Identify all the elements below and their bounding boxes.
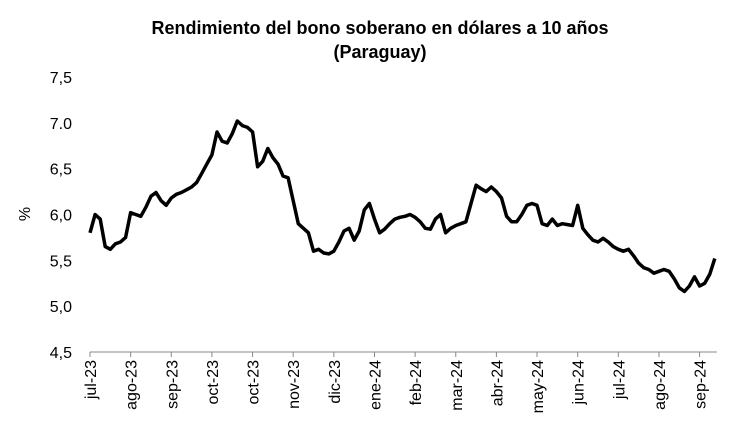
y-tick-label: 5,0	[50, 299, 72, 316]
x-tick-label: sep-24	[693, 360, 710, 409]
x-tick-label: ene-24	[367, 360, 384, 410]
y-tick-label: 6,0	[50, 208, 72, 225]
x-tick-label: oct-23	[205, 360, 222, 405]
x-tick-label: nov-23	[286, 360, 303, 409]
x-tick-label: jun-24	[571, 360, 588, 406]
x-tick-label: feb-24	[408, 360, 425, 405]
x-tick-label: jul-24	[611, 360, 628, 400]
x-tick-label: may-24	[530, 360, 547, 413]
chart-subtitle: (Paraguay)	[333, 42, 426, 62]
y-tick-label: 6,5	[50, 162, 72, 179]
y-tick-label: 7,5	[50, 70, 72, 87]
y-tick-label: 4,5	[50, 345, 72, 362]
x-tick-label: oct-23	[246, 360, 263, 405]
x-tick-label: jul-23	[83, 360, 100, 400]
x-tick-label: ago-24	[652, 360, 669, 410]
y-tick-label: 5,5	[50, 253, 72, 270]
x-tick-label: dic-23	[327, 360, 344, 404]
chart-title: Rendimiento del bono soberano en dólares…	[151, 18, 608, 38]
x-tick-label: sep-23	[164, 360, 181, 409]
y-axis-label: %	[17, 207, 34, 221]
x-tick-label: ago-23	[124, 360, 141, 410]
x-tick-label: mar-24	[449, 360, 466, 411]
x-tick-label: abr-24	[489, 360, 506, 406]
y-tick-label: 7.0	[50, 116, 72, 133]
data-line	[88, 119, 717, 294]
